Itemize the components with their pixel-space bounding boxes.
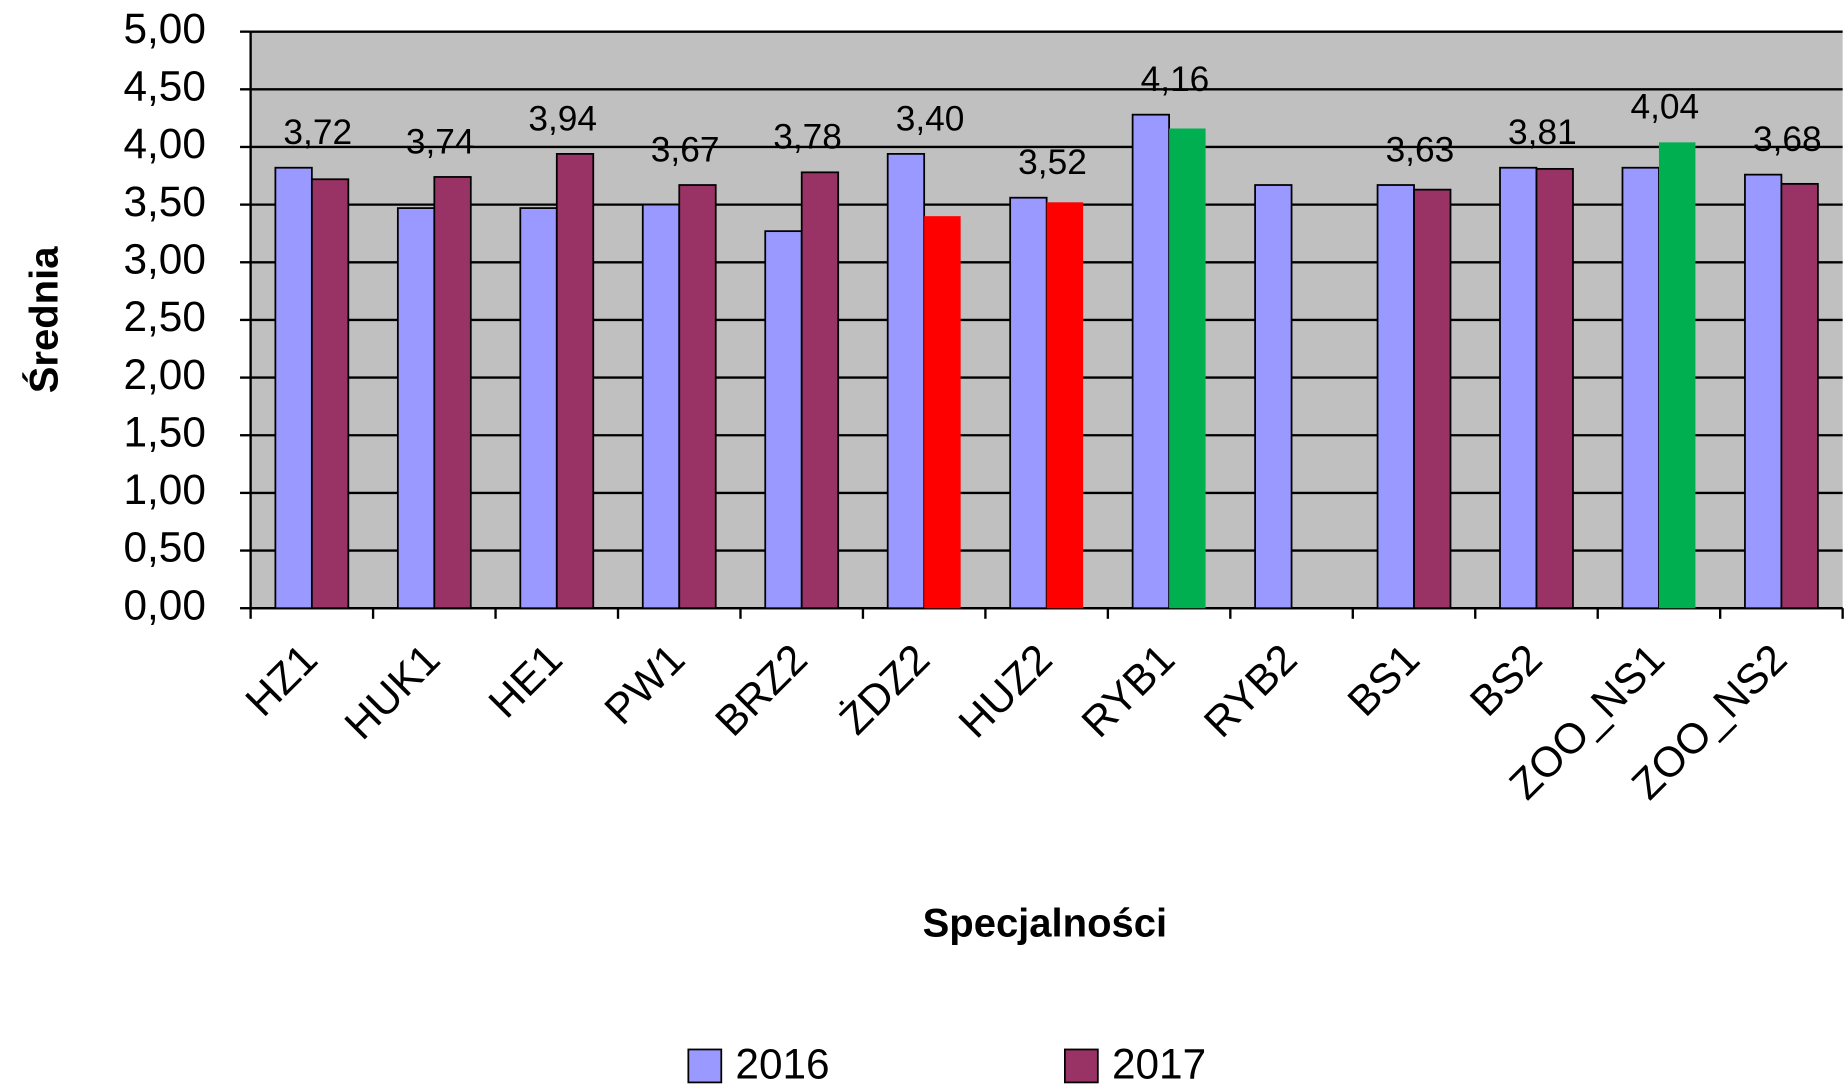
data-label: 4,16 [1141, 60, 1210, 99]
x-tick-label: HZ1 [236, 635, 326, 725]
y-tick-label: 4,00 [123, 120, 205, 167]
legend-swatch [1063, 1048, 1099, 1084]
x-tick-label: HE1 [480, 635, 571, 726]
x-tick-label: ŻDZ2 [830, 635, 938, 743]
bar [519, 207, 558, 610]
bar [1254, 184, 1293, 610]
bar [678, 184, 717, 610]
y-tick-label: 4,50 [123, 62, 205, 109]
data-label: 3,74 [406, 122, 475, 161]
x-tick-label: BRZ2 [706, 635, 816, 745]
data-label: 3,81 [1508, 113, 1577, 152]
x-axis-title: Specjalności [923, 901, 1168, 945]
bar [1046, 202, 1084, 609]
data-label: 3,94 [528, 99, 597, 138]
bar [1413, 188, 1452, 610]
data-label: 3,40 [896, 99, 965, 138]
bar [924, 216, 961, 609]
data-label: 3,78 [773, 118, 842, 157]
y-tick-label: 0,00 [123, 581, 205, 628]
data-label: 3,72 [283, 113, 352, 152]
data-label: 3,68 [1753, 120, 1822, 159]
legend-swatch [687, 1048, 723, 1084]
y-tick-label: 1,50 [123, 408, 205, 455]
bar [764, 230, 803, 610]
x-tick-label: RYB2 [1195, 635, 1306, 746]
x-tick-label: HUK1 [335, 635, 448, 748]
legend-label: 2016 [735, 1040, 829, 1087]
bar [1169, 128, 1206, 609]
bar [1658, 142, 1696, 609]
bar [886, 153, 926, 610]
y-tick-label: 2,00 [123, 351, 205, 398]
bar [1535, 167, 1574, 610]
bar [1131, 113, 1170, 610]
bar [433, 176, 472, 610]
legend-label: 2017 [1112, 1040, 1206, 1087]
y-tick-label: 3,00 [123, 235, 205, 282]
y-tick-label: 3,50 [123, 178, 205, 225]
x-tick-label: HUZ2 [949, 635, 1060, 746]
y-tick-label: 1,00 [123, 466, 205, 513]
x-tick-label: RYB1 [1072, 635, 1183, 746]
x-tick-label: BS2 [1461, 635, 1551, 725]
y-tick-label: 0,50 [123, 524, 205, 571]
bar [1009, 196, 1048, 610]
x-tick-label: PW1 [595, 635, 693, 733]
bar [800, 171, 840, 610]
bar [1499, 166, 1538, 610]
bar [396, 207, 436, 610]
y-axis-title: Średnia [21, 246, 67, 393]
data-label: 3,67 [651, 130, 720, 169]
y-tick-label: 2,50 [123, 293, 205, 340]
y-tick-label: 5,00 [123, 5, 205, 52]
bar [555, 153, 595, 610]
bar [310, 178, 350, 610]
bar [1621, 166, 1660, 610]
bar [641, 203, 681, 610]
x-tick-label: BS1 [1338, 635, 1428, 725]
data-label: 3,52 [1018, 143, 1087, 182]
bar [1376, 184, 1415, 610]
bar [1780, 182, 1819, 610]
bar [1744, 173, 1783, 610]
data-label: 4,04 [1630, 88, 1699, 127]
bar [274, 166, 313, 610]
data-label: 3,63 [1386, 130, 1455, 169]
